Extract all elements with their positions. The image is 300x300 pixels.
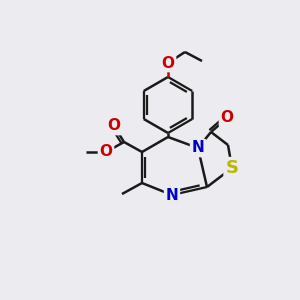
Text: O: O [107, 118, 121, 134]
Text: S: S [226, 159, 238, 177]
Text: O: O [161, 56, 175, 70]
Text: O: O [220, 110, 233, 125]
Text: N: N [192, 140, 204, 155]
Text: O: O [100, 145, 112, 160]
Text: N: N [166, 188, 178, 202]
